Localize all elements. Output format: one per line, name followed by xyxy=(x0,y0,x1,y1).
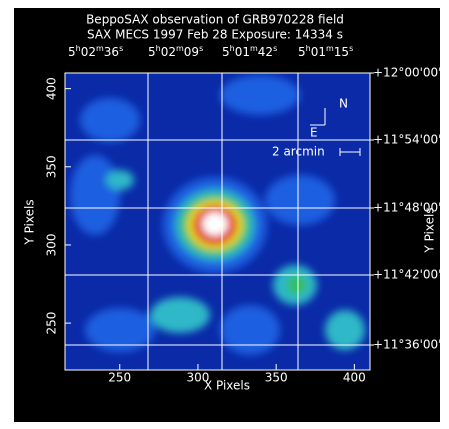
ra-part: 01 xyxy=(311,45,326,59)
y-tick-label: 250 xyxy=(45,312,59,335)
xray-image xyxy=(65,73,370,370)
scale-label: 2 arcmin xyxy=(272,145,325,159)
north-label: N xyxy=(339,97,348,111)
y-tick-label: 300 xyxy=(45,233,59,256)
ra-part: 5 xyxy=(148,45,156,59)
title-line: BeppoSAX observation of GRB970228 field xyxy=(86,13,344,27)
x-tick-label: 300 xyxy=(186,371,209,385)
x-tick-label: 350 xyxy=(265,371,288,385)
ra-part: 02 xyxy=(81,45,96,59)
ra-part: 36 xyxy=(104,45,119,59)
x-axis-label: X Pixels xyxy=(204,379,250,393)
ra-part: m xyxy=(96,44,104,53)
ra-part: 09 xyxy=(184,45,199,59)
ra-part: 42 xyxy=(258,45,273,59)
ra-part: 01 xyxy=(235,45,250,59)
figure: N E 2 arcmin X Pixels Y Pixels Y Pixels … xyxy=(0,0,449,425)
ra-part: s xyxy=(349,44,353,53)
x-tick-label: 400 xyxy=(343,371,366,385)
east-label: E xyxy=(310,126,318,140)
ra-part: s xyxy=(119,44,123,53)
ra-part: 5 xyxy=(298,45,306,59)
dec-tick-label: +11°42'00' xyxy=(373,268,441,282)
ra-part: m xyxy=(176,44,184,53)
x-tick-label: 250 xyxy=(108,371,131,385)
y-tick-label: 350 xyxy=(45,155,59,178)
ra-part: 5 xyxy=(222,45,230,59)
title-line: SAX MECS 1997 Feb 28 Exposure: 14334 s xyxy=(87,28,343,42)
ra-part: s xyxy=(273,44,277,53)
ra-part: m xyxy=(250,44,258,53)
dec-tick-label: +12°00'00' xyxy=(373,66,441,80)
dec-tick-label: +11°48'00' xyxy=(373,201,441,215)
ra-part: m xyxy=(326,44,334,53)
y-tick-label: 400 xyxy=(45,77,59,100)
ra-part: 02 xyxy=(161,45,176,59)
ra-part: s xyxy=(199,44,203,53)
dec-tick-label: +11°54'00' xyxy=(373,133,441,147)
y-axis-label: Y Pixels xyxy=(23,199,37,245)
dec-tick-label: +11°36'00' xyxy=(373,338,441,352)
ra-part: 5 xyxy=(68,45,76,59)
ra-part: 15 xyxy=(334,45,349,59)
